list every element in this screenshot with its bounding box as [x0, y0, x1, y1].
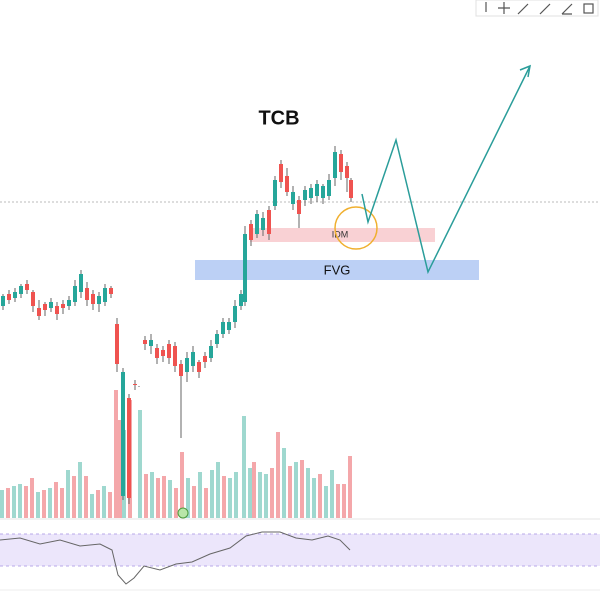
candle-bodies-red: [7, 154, 353, 498]
fvg-zone: [195, 260, 479, 280]
toolbar: [475, 0, 599, 17]
crosshair-tool[interactable]: [498, 2, 510, 14]
chart-title: TCB: [258, 107, 299, 129]
rsi-line: [0, 531, 351, 585]
volume-bars-red: [6, 390, 352, 518]
fvg-label: FVG: [324, 262, 351, 277]
candle-wicks: [2, 146, 352, 504]
volume-bars-green: [0, 410, 334, 518]
rect-tool[interactable]: [583, 3, 594, 14]
projection-path: [361, 65, 531, 275]
event-marker[interactable]: [177, 507, 189, 519]
rsi-band: [0, 534, 600, 566]
line-tool[interactable]: [517, 3, 529, 15]
ray-tool[interactable]: [539, 3, 551, 15]
candle-bodies-green: [1, 152, 337, 496]
angle-tool[interactable]: [561, 3, 573, 15]
idm-label: IDM: [332, 229, 349, 239]
idm-zone: [250, 228, 435, 242]
toolbar-frame: [475, 0, 599, 17]
idm-highlight: [334, 206, 378, 250]
projection-arrowhead: [519, 64, 531, 78]
